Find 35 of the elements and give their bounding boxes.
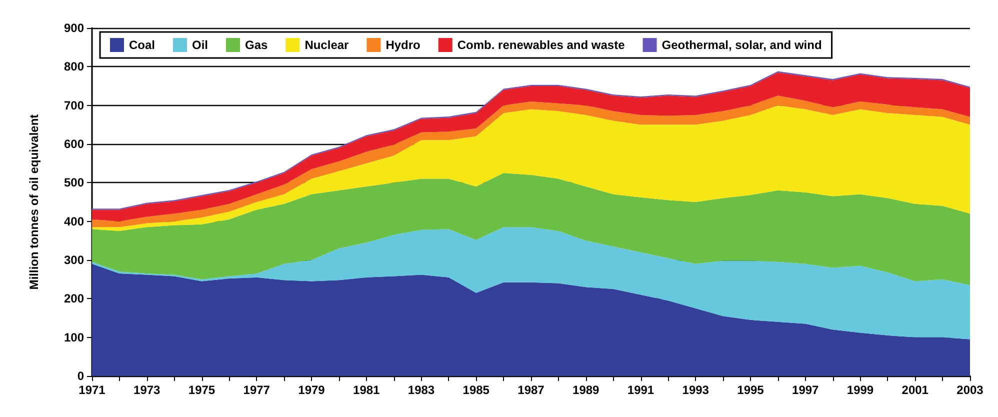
legend-label: Coal — [129, 38, 156, 52]
x-tick-label: 1977 — [243, 383, 270, 397]
x-tick-label: 1997 — [792, 383, 820, 397]
y-tick-label: 100 — [64, 330, 84, 344]
x-tick-label: 1993 — [682, 383, 710, 397]
y-tick-label: 300 — [64, 253, 84, 267]
legend-label: Geothermal, solar, and wind — [662, 38, 822, 52]
x-tick-label: 1991 — [627, 383, 654, 397]
x-tick-label: 1981 — [353, 383, 380, 397]
legend-label: Comb. renewables and waste — [457, 38, 626, 52]
y-tick-label: 400 — [64, 214, 84, 228]
x-tick-label: 1975 — [188, 383, 216, 397]
x-tick-label: 1979 — [298, 383, 326, 397]
y-tick-label: 800 — [64, 60, 84, 74]
x-tick-label: 1971 — [78, 383, 106, 397]
x-tick-label: 1983 — [408, 383, 435, 397]
legend-label: Hydro — [386, 38, 420, 52]
legend-label: Nuclear — [304, 38, 350, 52]
y-tick-label: 0 — [77, 369, 84, 383]
y-tick-label: 900 — [64, 21, 84, 35]
x-tick-label: 1987 — [518, 383, 545, 397]
legend-label: Gas — [245, 38, 268, 52]
x-tick-label: 2001 — [902, 383, 929, 397]
x-tick-label: 2003 — [956, 383, 984, 397]
y-axis-title: Million tonnes of oil equivalent — [27, 114, 41, 290]
y-tick-label: 700 — [64, 98, 84, 112]
y-tick-label: 500 — [64, 176, 84, 190]
x-tick-label: 1995 — [737, 383, 764, 397]
x-tick-label: 1973 — [134, 383, 161, 397]
x-tick-label: 1985 — [462, 383, 490, 397]
y-tick-label: 200 — [64, 292, 84, 306]
y-tick-label: 600 — [64, 137, 84, 151]
legend-label: Oil — [192, 38, 208, 52]
x-tick-label: 1989 — [572, 383, 600, 397]
x-tick-label: 1999 — [846, 383, 874, 397]
